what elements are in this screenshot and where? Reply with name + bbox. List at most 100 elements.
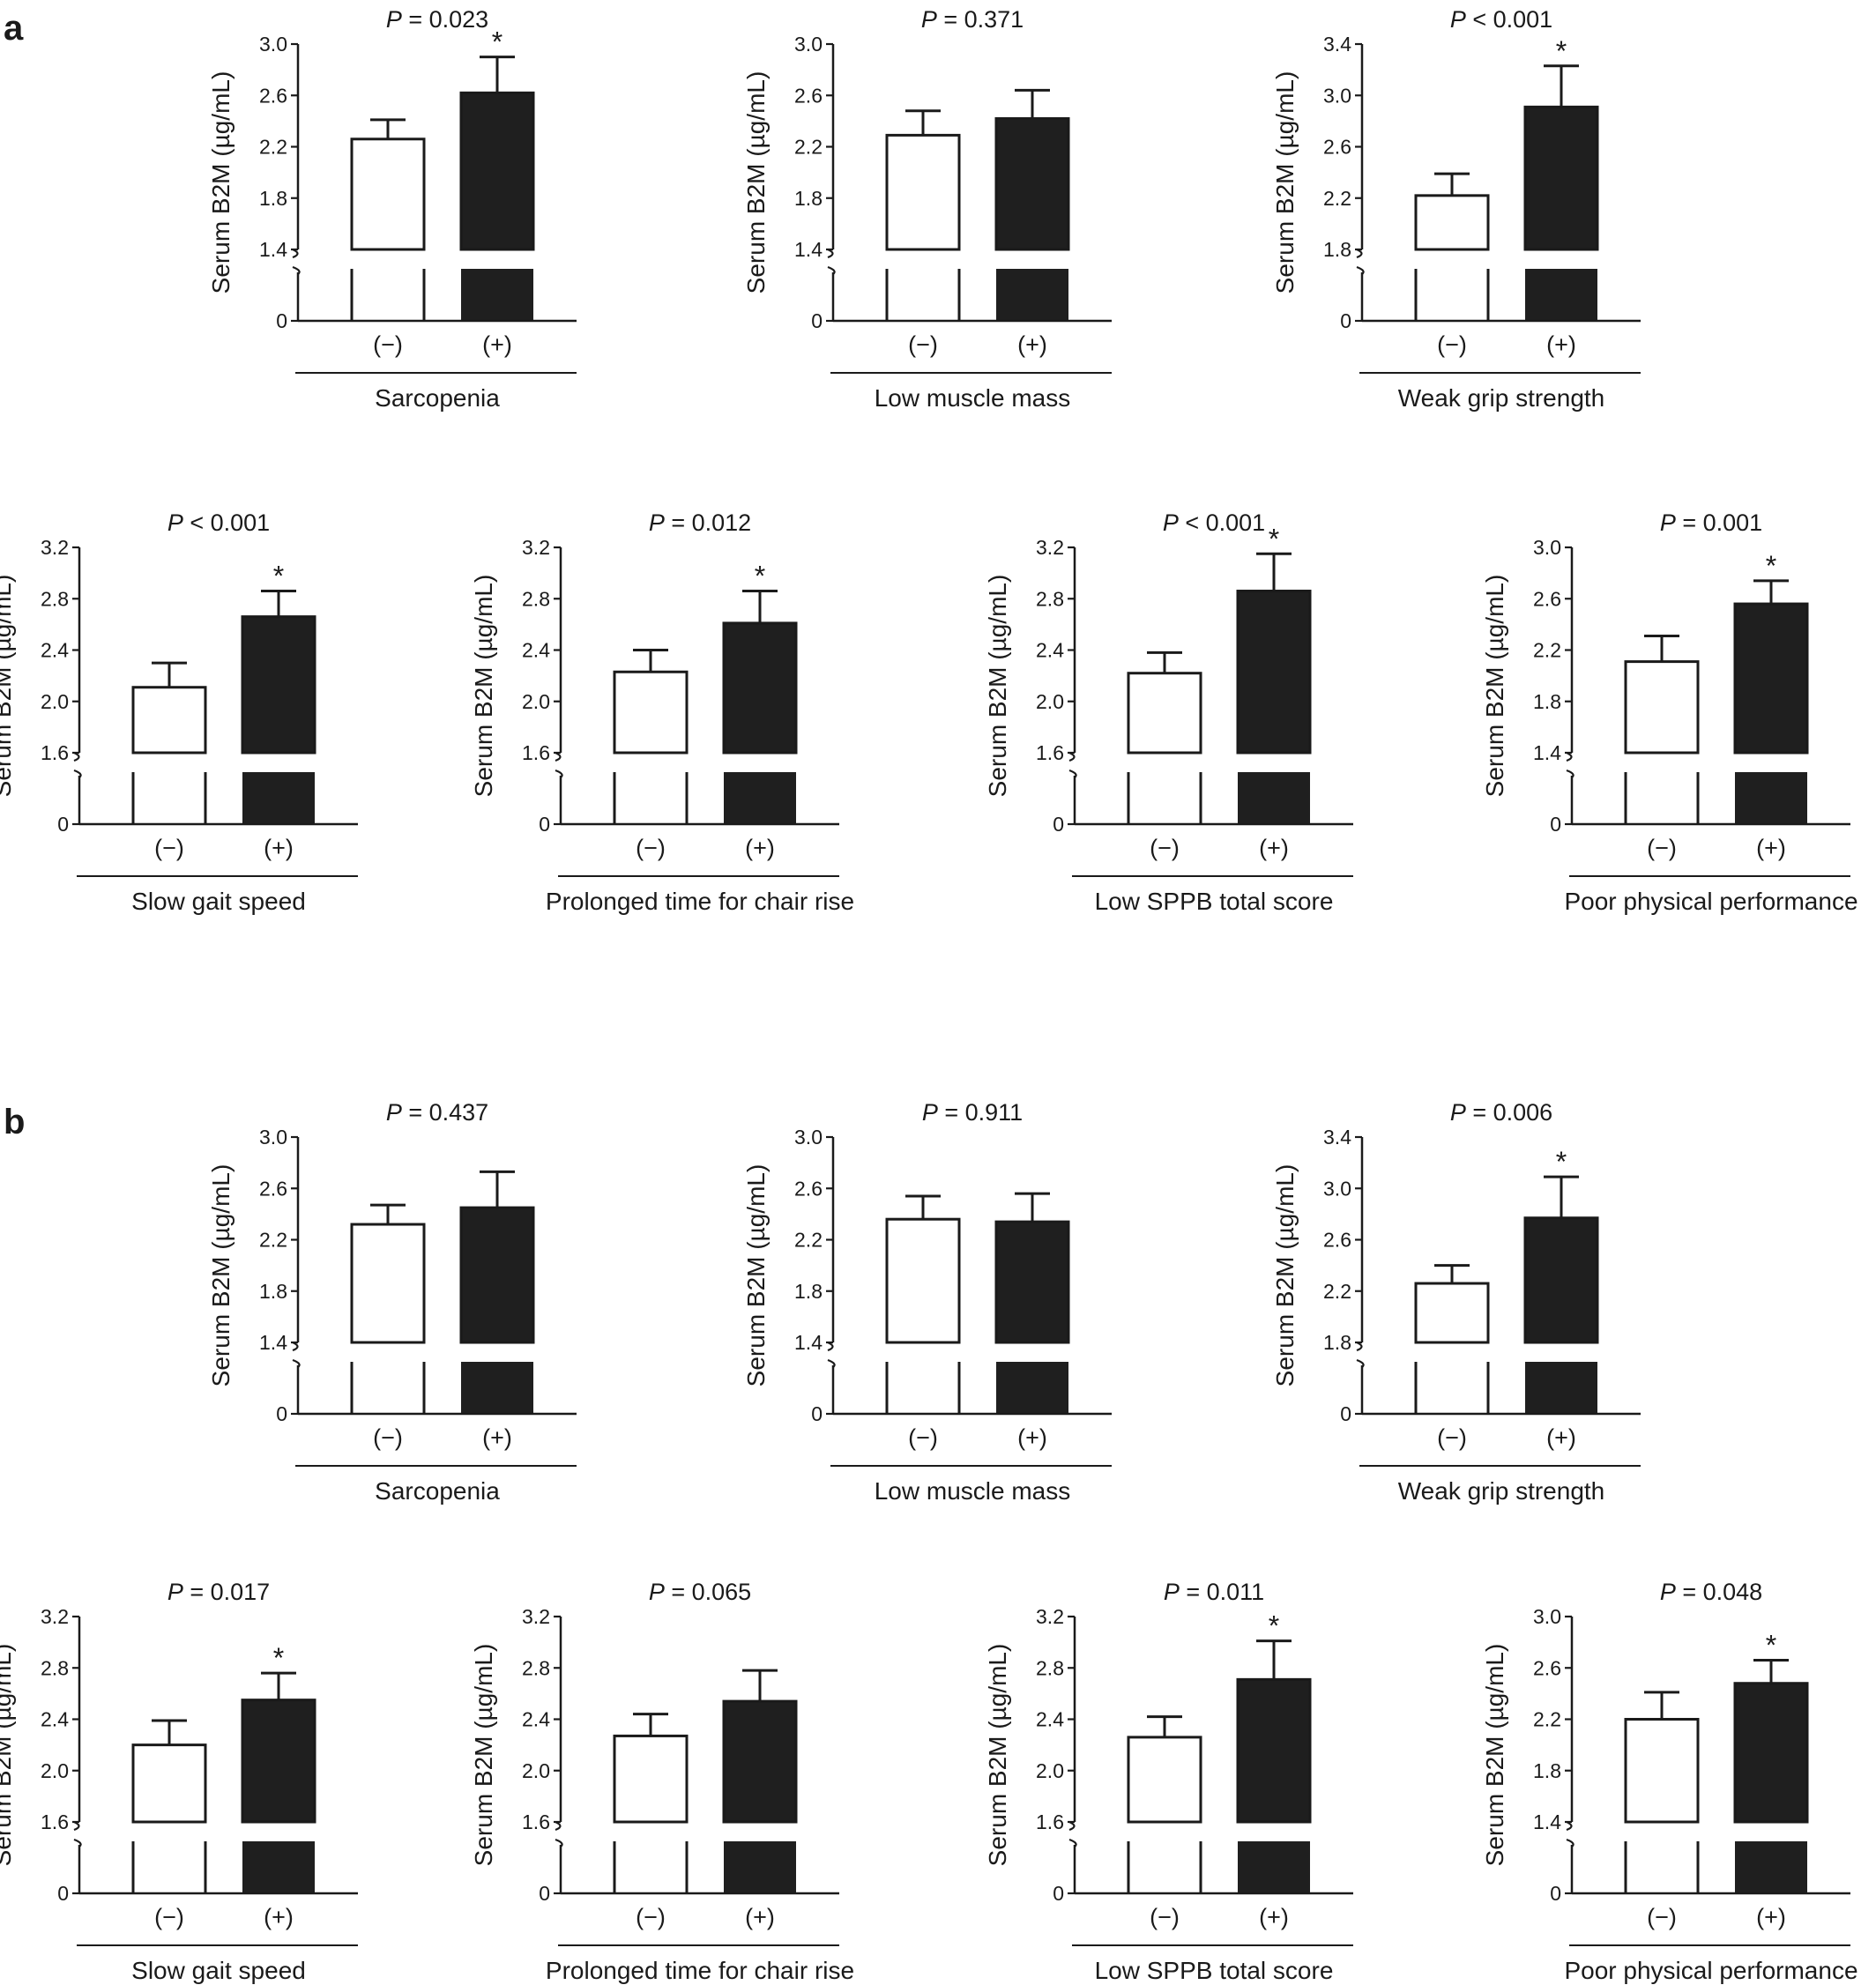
bar-positive	[1733, 1682, 1809, 1824]
subplot-a-6: P < 0.001 0 1.6 2.0 2.4 2.8 3.2 Serum B2M (µg/m…	[984, 509, 1353, 915]
y-tick-label: 2.8	[41, 587, 69, 610]
p-value-title: P = 0.371	[921, 6, 1024, 33]
bar-positive	[241, 615, 316, 755]
y-tick-label: 2.8	[1036, 587, 1064, 610]
y-tick-label: 2.2	[259, 1229, 287, 1252]
category-label: (+)	[264, 1904, 294, 1930]
p-symbol: P	[1660, 509, 1676, 536]
y-tick-label: 2.6	[259, 84, 287, 107]
p-symbol: P	[168, 1579, 183, 1605]
bar-negative	[350, 138, 426, 251]
p-value-title: P = 0.048	[1660, 1579, 1762, 1605]
y-tick-label: 0	[1340, 309, 1351, 332]
y-tick-label: 2.6	[1323, 136, 1351, 159]
p-value-title: P = 0.017	[168, 1579, 270, 1605]
bar-positive-lower	[242, 772, 315, 824]
bar-positive	[1523, 105, 1599, 251]
y-tick-label: 2.0	[1036, 690, 1064, 713]
y-tick-label: 1.8	[794, 1280, 823, 1303]
p-value-title: P < 0.001	[168, 509, 270, 536]
y-tick-label: 1.8	[1323, 1331, 1351, 1354]
p-value: < 0.001	[1466, 6, 1552, 33]
y-tick-label: 2.8	[41, 1656, 69, 1679]
y-tick-label: 2.8	[522, 587, 550, 610]
y-tick-label: 2.6	[259, 1177, 287, 1200]
bar-positive-lower	[1238, 1841, 1310, 1893]
group-label: Weak grip strength	[1398, 1477, 1605, 1505]
p-value: = 0.048	[1676, 1579, 1762, 1605]
category-label: (−)	[636, 835, 666, 861]
category-label: (−)	[1437, 331, 1467, 358]
y-axis-label: Serum B2M (µg/mL)	[0, 575, 16, 798]
bar-positive	[459, 91, 535, 251]
bar-positive-lower	[1735, 1841, 1807, 1893]
p-symbol: P	[1164, 1579, 1180, 1605]
category-label: (−)	[154, 1904, 184, 1930]
bar-negative	[1414, 194, 1490, 251]
category-label: (−)	[373, 1424, 403, 1451]
bar-negative	[1414, 1282, 1490, 1344]
category-label: (+)	[482, 1424, 512, 1451]
p-value: < 0.001	[183, 509, 270, 536]
significance-star: *	[1556, 1146, 1567, 1178]
y-tick-label: 1.8	[259, 187, 287, 210]
category-label: (+)	[1546, 331, 1576, 358]
axis-break-mark-upper	[827, 1341, 834, 1352]
y-tick-label: 0	[276, 1402, 287, 1425]
p-value-title: P = 0.911	[922, 1099, 1023, 1126]
y-tick-label: 0	[811, 309, 823, 332]
bar-positive	[1236, 590, 1312, 755]
y-axis-label: Serum B2M (µg/mL)	[470, 575, 497, 798]
y-tick-label: 3.4	[1323, 33, 1351, 56]
category-label: (−)	[908, 1424, 938, 1451]
significance-star: *	[273, 561, 284, 592]
p-value-title: P < 0.001	[1450, 6, 1552, 33]
category-label: (+)	[1017, 1424, 1047, 1451]
p-symbol: P	[168, 509, 183, 536]
p-value-title: P = 0.012	[649, 509, 751, 536]
y-tick-label: 1.8	[1533, 690, 1561, 713]
subplot-a-2: P = 0.371 0 1.4 1.8 2.2 2.6 3.0 Serum B2M (µg/m…	[742, 6, 1112, 412]
p-value: = 0.006	[1466, 1099, 1552, 1126]
y-tick-label: 2.0	[522, 690, 550, 713]
y-tick-label: 1.4	[794, 238, 823, 261]
bar-negative	[613, 1734, 689, 1824]
axis-break-mark-upper	[1566, 1820, 1573, 1832]
bar-positive-lower	[242, 1841, 315, 1893]
y-axis-label: Serum B2M (µg/mL)	[470, 1644, 497, 1867]
p-value: = 0.001	[1676, 509, 1762, 536]
bar-positive	[994, 1220, 1070, 1344]
p-value: = 0.437	[402, 1099, 488, 1126]
bar-positive-lower	[1238, 772, 1310, 824]
y-tick-label: 1.8	[794, 187, 823, 210]
subplot-a-7: P = 0.001 0 1.4 1.8 2.2 2.6 3.0 Serum B2M (µg/m…	[1481, 509, 1858, 915]
y-axis-label: Serum B2M (µg/mL)	[984, 575, 1011, 798]
y-tick-label: 3.0	[259, 33, 287, 56]
bar-positive	[459, 1206, 535, 1344]
group-label: Slow gait speed	[131, 1957, 306, 1984]
y-tick-label: 3.2	[41, 1605, 69, 1628]
group-label: Prolonged time for chair rise	[546, 888, 854, 915]
y-tick-label: 1.6	[522, 741, 550, 764]
y-tick-label: 2.0	[41, 1759, 69, 1782]
subplot-b-8: P = 0.437 0 1.4 1.8 2.2 2.6 3.0 Serum B2M (µg/m…	[207, 1099, 577, 1505]
y-tick-label: 2.4	[1036, 639, 1064, 662]
p-symbol: P	[386, 6, 402, 33]
category-label: (+)	[482, 331, 512, 358]
category-label: (−)	[154, 835, 184, 861]
y-tick-label: 1.4	[794, 1331, 823, 1354]
bar-negative	[350, 1223, 426, 1344]
y-tick-label: 0	[811, 1402, 823, 1425]
bar-positive	[241, 1699, 316, 1824]
bar-positive-lower	[996, 1362, 1068, 1414]
p-symbol: P	[649, 509, 665, 536]
bar-positive-lower	[724, 772, 796, 824]
category-label: (−)	[1150, 1904, 1180, 1930]
subplot-b-12: P = 0.065 0 1.6 2.0 2.4 2.8 3.2 Serum B2M (µg/m…	[470, 1579, 854, 1984]
bar-positive	[1733, 602, 1809, 755]
y-tick-label: 0	[1053, 813, 1064, 836]
p-symbol: P	[1450, 1099, 1466, 1126]
y-tick-label: 1.8	[259, 1280, 287, 1303]
p-value-title: P = 0.011	[1164, 1579, 1264, 1605]
significance-star: *	[1556, 35, 1567, 67]
